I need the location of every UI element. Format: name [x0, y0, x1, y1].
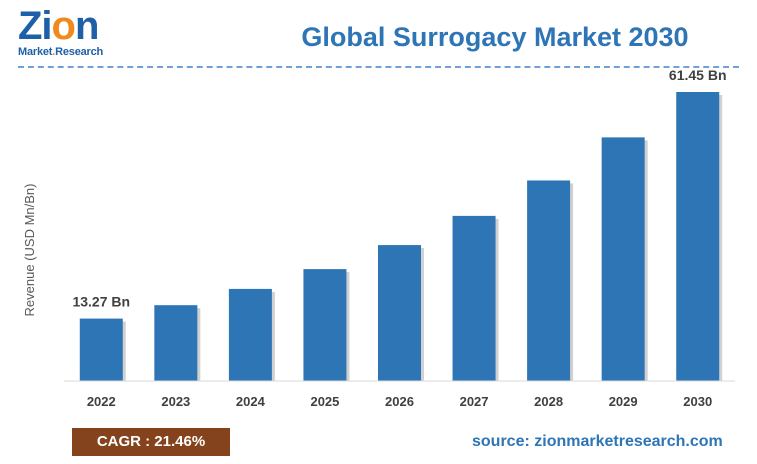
cagr-badge: CAGR : 21.46% [72, 428, 230, 456]
logo-subtitle: Market.Research [18, 46, 104, 58]
bar-2024 [228, 288, 272, 381]
source-text: source: zionmarketresearch.com [472, 433, 723, 450]
zion-logo: Zion Market.Research [18, 4, 130, 64]
x-tick-2028: 2028 [534, 394, 563, 409]
x-tick-2023: 2023 [161, 394, 190, 409]
bar-2023 [154, 305, 198, 381]
bar-2025 [303, 269, 347, 381]
x-tick-2026: 2026 [385, 394, 414, 409]
data-label-2022: 13.27 Bn [72, 294, 130, 310]
x-tick-2029: 2029 [609, 394, 638, 409]
bar-2022 [79, 318, 123, 381]
title-divider [18, 66, 739, 68]
bar-2030 [676, 92, 720, 381]
x-tick-2025: 2025 [310, 394, 339, 409]
bar-2029 [601, 137, 645, 381]
x-tick-2027: 2027 [460, 394, 489, 409]
y-axis-label: Revenue (USD Mn/Bn) [22, 184, 37, 317]
chart-title: Global Surrogacy Market 2030 [301, 22, 689, 52]
bar-2026 [378, 245, 421, 381]
x-tick-2030: 2030 [683, 394, 712, 409]
logo-wordmark: Zion [18, 4, 99, 48]
bar-2027 [452, 215, 496, 381]
x-tick-2022: 2022 [87, 394, 116, 409]
bar-chart: Revenue (USD Mn/Bn) 2022 2023 2024 2025 2026 2… [22, 67, 735, 409]
data-label-2030: 61.45 Bn [669, 67, 727, 83]
x-tick-2024: 2024 [236, 394, 266, 409]
bar-2028 [527, 180, 571, 381]
